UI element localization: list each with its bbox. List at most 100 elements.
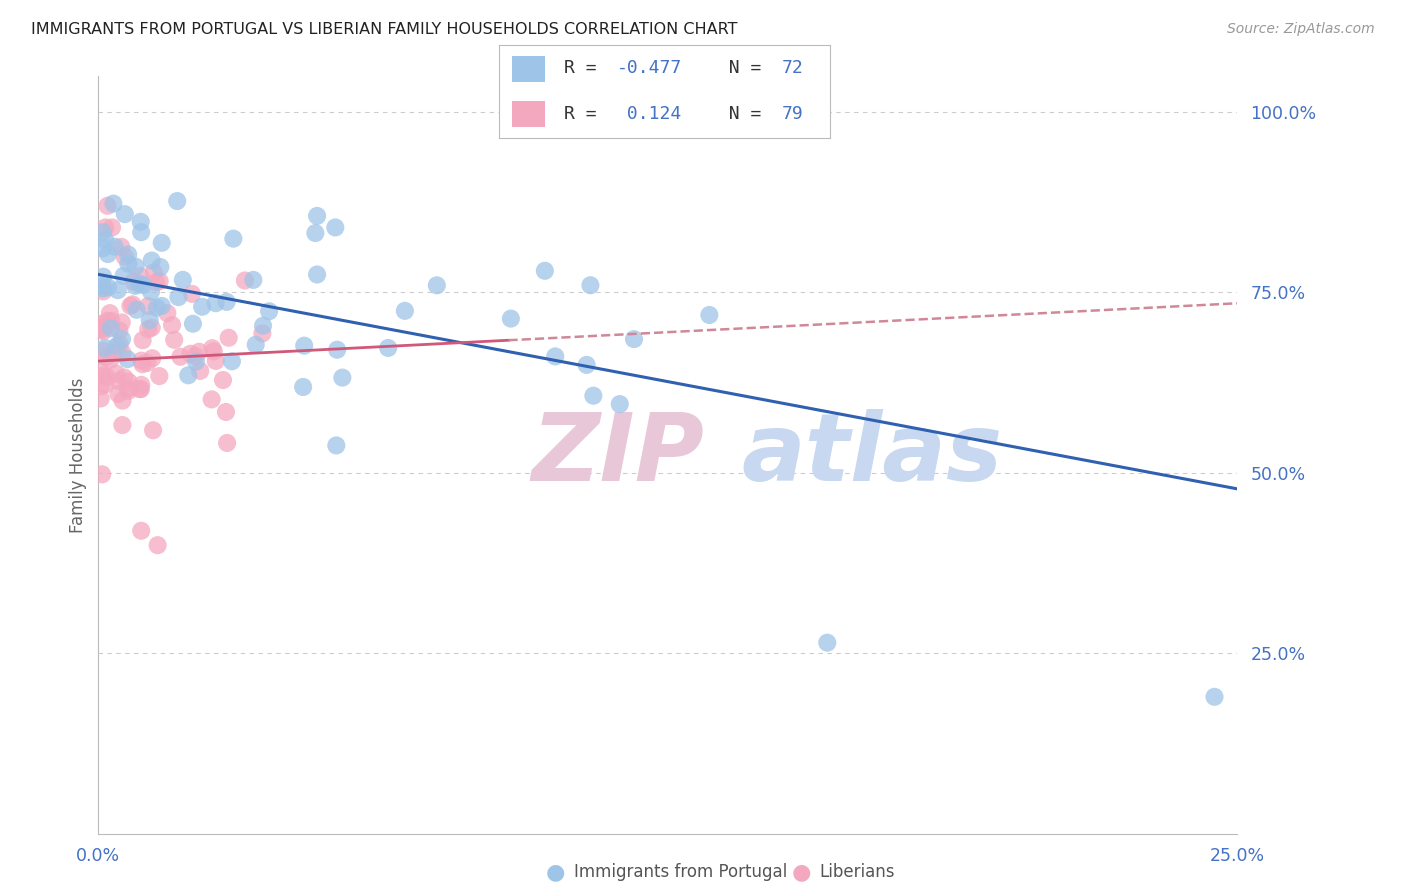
Point <box>179 347 201 361</box>
Point <box>323 220 346 235</box>
Point <box>131 357 153 371</box>
Point <box>129 215 152 229</box>
Point <box>188 344 211 359</box>
Point <box>149 274 172 288</box>
Point <box>222 232 245 246</box>
Point <box>326 343 349 357</box>
Point <box>136 356 159 370</box>
Point <box>91 282 114 296</box>
Point <box>90 392 112 406</box>
Point <box>325 438 347 452</box>
Point <box>141 320 163 334</box>
Point <box>184 349 207 363</box>
Point <box>191 300 214 314</box>
Point <box>166 194 188 208</box>
Point <box>245 337 267 351</box>
Point <box>218 331 240 345</box>
Point <box>815 635 838 649</box>
Point <box>142 265 165 279</box>
Text: 0.124: 0.124 <box>616 105 682 123</box>
Point <box>148 369 170 384</box>
Point <box>108 324 131 338</box>
Point <box>146 301 169 315</box>
Point <box>121 297 143 311</box>
Point <box>90 379 112 393</box>
Point <box>394 303 416 318</box>
Text: ●: ● <box>792 863 811 882</box>
Point <box>91 241 114 255</box>
Point <box>201 392 224 407</box>
Point <box>304 226 326 240</box>
Point <box>105 339 128 353</box>
Point <box>145 275 167 289</box>
Text: R =: R = <box>564 105 607 123</box>
Point <box>579 278 602 293</box>
Point <box>107 374 129 388</box>
Point <box>163 333 186 347</box>
Point <box>93 324 115 338</box>
Text: Liberians: Liberians <box>820 863 896 881</box>
Text: R =: R = <box>564 60 607 78</box>
Point <box>534 264 557 278</box>
Point <box>117 384 139 398</box>
Point <box>177 368 200 383</box>
Point <box>377 341 399 355</box>
Point <box>149 260 172 274</box>
Point <box>132 277 155 292</box>
Text: 79: 79 <box>782 105 803 123</box>
Point <box>138 313 160 327</box>
Point <box>111 316 134 330</box>
Point <box>146 538 169 552</box>
Point <box>141 253 163 268</box>
Point <box>90 321 112 335</box>
Point <box>111 418 134 433</box>
Point <box>90 317 112 331</box>
Point <box>136 322 159 336</box>
Point <box>129 524 152 538</box>
Point <box>96 314 118 328</box>
Point <box>181 286 204 301</box>
Point <box>122 275 145 289</box>
Point <box>292 339 315 353</box>
Point <box>100 321 122 335</box>
Point <box>103 196 125 211</box>
Point <box>150 235 173 250</box>
Point <box>204 354 226 368</box>
Point <box>91 269 114 284</box>
Point <box>97 280 120 294</box>
Point <box>117 247 139 261</box>
Text: atlas: atlas <box>742 409 1002 501</box>
Point <box>582 389 605 403</box>
Point <box>215 294 238 309</box>
Point <box>91 285 114 299</box>
Point <box>100 314 122 328</box>
Point <box>212 373 235 387</box>
Point <box>172 273 194 287</box>
Point <box>128 382 150 396</box>
Point <box>91 467 114 482</box>
Text: ZIP: ZIP <box>531 409 704 501</box>
Point <box>98 306 121 320</box>
Point <box>107 283 129 297</box>
Point <box>131 353 153 368</box>
Point <box>699 308 721 322</box>
Point <box>128 277 150 291</box>
Text: Source: ZipAtlas.com: Source: ZipAtlas.com <box>1227 22 1375 37</box>
Point <box>307 268 329 282</box>
Point <box>215 405 238 419</box>
Point <box>201 341 224 355</box>
Point <box>142 423 165 437</box>
Point <box>101 220 124 235</box>
Point <box>94 220 117 235</box>
Point <box>94 341 117 355</box>
Point <box>217 436 239 450</box>
Point <box>426 278 449 293</box>
Point <box>129 377 152 392</box>
Point <box>184 354 207 368</box>
Point <box>90 320 112 334</box>
Point <box>91 279 114 293</box>
Point <box>108 337 131 351</box>
Bar <box>512 56 546 82</box>
Point <box>112 370 135 384</box>
Point <box>124 278 146 293</box>
